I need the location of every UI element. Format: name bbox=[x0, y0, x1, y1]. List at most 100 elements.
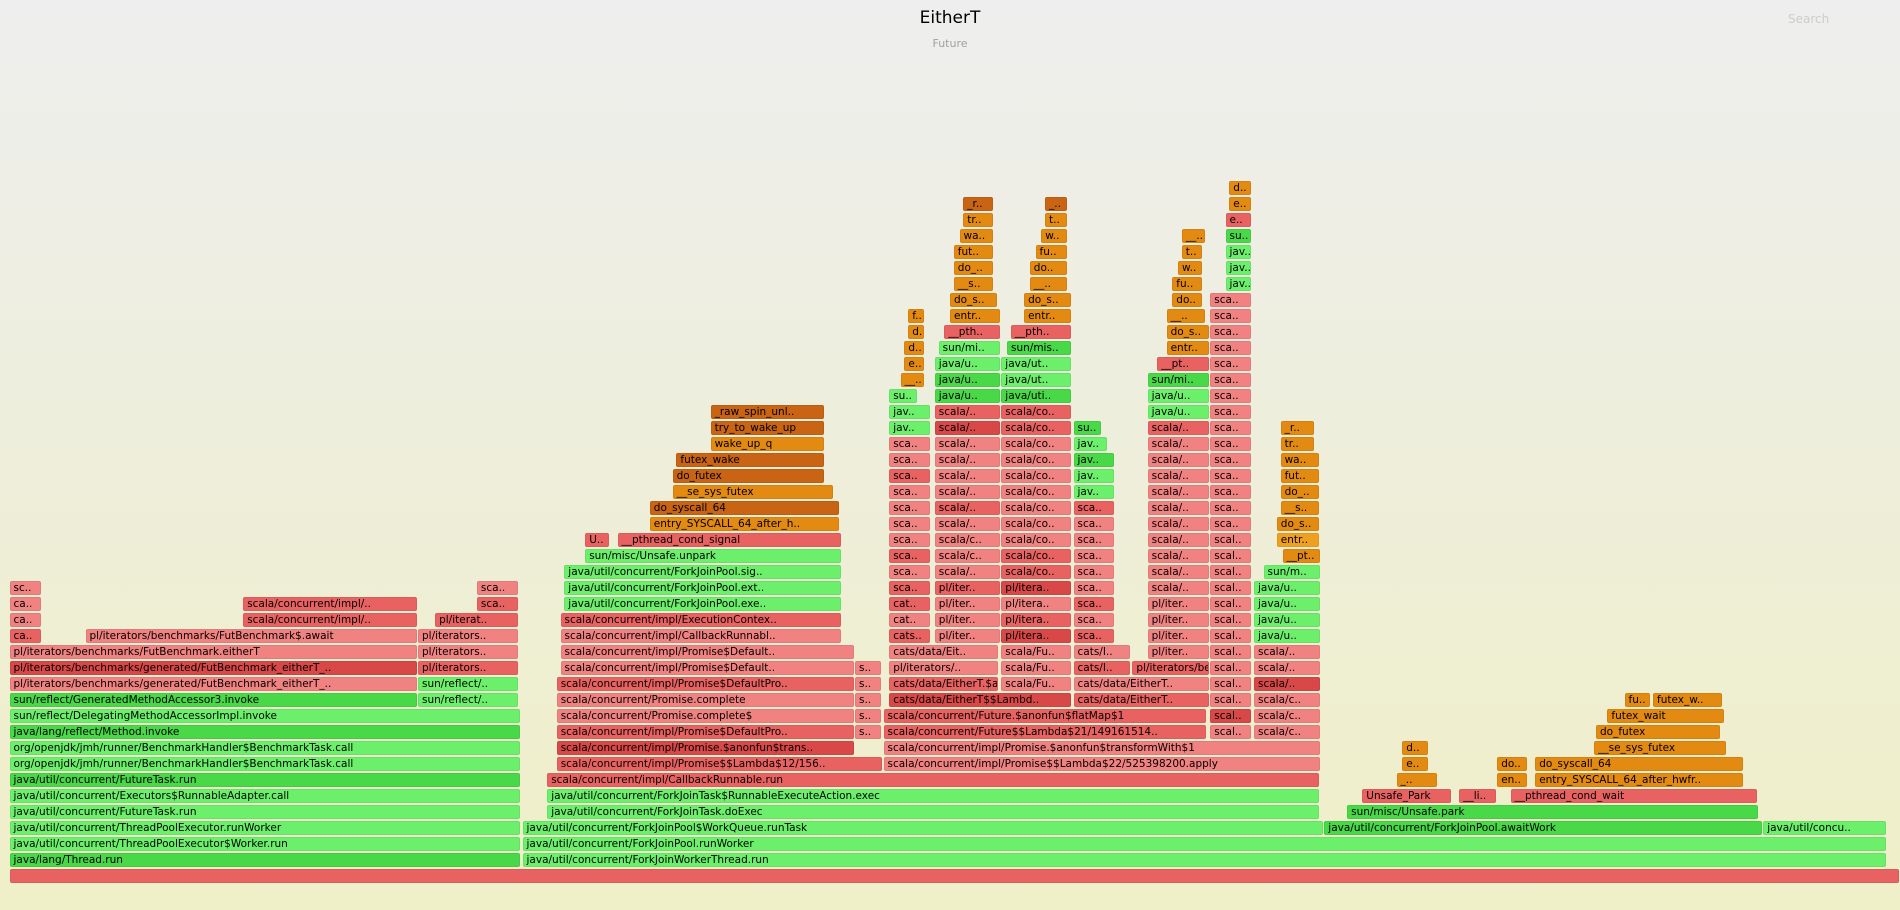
flame-frame[interactable]: __li.. bbox=[1459, 789, 1497, 803]
flame-frame[interactable]: sca.. bbox=[889, 469, 930, 483]
flame-frame[interactable]: scala/.. bbox=[1147, 533, 1210, 547]
flame-frame[interactable]: pl/itera.. bbox=[1001, 597, 1071, 611]
flame-frame[interactable]: entr.. bbox=[950, 309, 1001, 323]
flame-frame[interactable]: s.. bbox=[855, 725, 881, 739]
flame-frame[interactable]: jav.. bbox=[1225, 277, 1252, 291]
flame-frame[interactable]: scala/co.. bbox=[1001, 533, 1071, 547]
flame-frame[interactable]: scala/concurrent/Promise.complete bbox=[556, 693, 854, 707]
flame-frame[interactable]: pl/iter.. bbox=[934, 581, 1001, 595]
flame-frame[interactable]: scala/Fu.. bbox=[1001, 661, 1071, 675]
flame-frame[interactable]: do_s.. bbox=[1166, 325, 1210, 339]
flame-frame[interactable]: e.. bbox=[1402, 757, 1428, 771]
flame-frame[interactable]: cats.. bbox=[889, 629, 930, 643]
flame-frame[interactable]: sca.. bbox=[1210, 293, 1252, 307]
flame-frame[interactable]: sun/m.. bbox=[1263, 565, 1320, 579]
flame-frame[interactable]: t.. bbox=[1045, 213, 1067, 227]
flame-frame[interactable]: scala/c.. bbox=[1254, 725, 1320, 739]
flame-frame[interactable]: java/util/concurrent/ForkJoinPool$WorkQu… bbox=[522, 821, 1324, 835]
flame-frame[interactable]: sun/mi.. bbox=[1147, 373, 1210, 387]
flame-frame[interactable]: scal.. bbox=[1210, 725, 1252, 739]
flame-frame[interactable]: tr.. bbox=[963, 213, 993, 227]
flame-frame[interactable]: pl/iterators/benchmarks/FutBenchmark$.aw… bbox=[85, 629, 417, 643]
flame-frame[interactable]: sca.. bbox=[1210, 405, 1252, 419]
flame-frame[interactable]: scala/co.. bbox=[1001, 437, 1071, 451]
flame-frame[interactable]: fu.. bbox=[1624, 693, 1651, 707]
search-button[interactable]: Search bbox=[1788, 12, 1830, 26]
flame-frame[interactable]: sca.. bbox=[476, 597, 518, 611]
flame-frame[interactable]: scala/.. bbox=[934, 485, 1001, 499]
flame-frame[interactable]: scal.. bbox=[1210, 549, 1252, 563]
flame-frame[interactable]: wake_up_q bbox=[710, 437, 824, 451]
flame-frame[interactable]: java/u.. bbox=[1147, 389, 1210, 403]
flame-frame[interactable]: sca.. bbox=[1073, 549, 1115, 563]
flame-frame[interactable]: t.. bbox=[1181, 245, 1202, 259]
flame-frame[interactable]: sca.. bbox=[1073, 597, 1115, 611]
flame-frame[interactable]: scala/concurrent/impl/.. bbox=[243, 613, 417, 627]
flame-frame[interactable]: cats/I.. bbox=[1073, 661, 1130, 675]
flame-frame[interactable]: wa.. bbox=[1280, 453, 1320, 467]
flame-frame[interactable]: sca.. bbox=[1210, 485, 1252, 499]
flame-frame[interactable]: pl/itera.. bbox=[1001, 581, 1071, 595]
flame-frame[interactable]: _raw_spin_unl.. bbox=[710, 405, 824, 419]
flame-frame[interactable]: tr.. bbox=[1280, 437, 1314, 451]
flame-frame[interactable]: scala/co.. bbox=[1001, 549, 1071, 563]
flame-frame[interactable]: _.. bbox=[1396, 773, 1438, 787]
flame-frame[interactable]: pl/iterators.. bbox=[418, 629, 518, 643]
flame-frame[interactable]: fut.. bbox=[953, 245, 993, 259]
flame-frame[interactable]: java/lang/reflect/Method.invoke bbox=[9, 725, 520, 739]
flame-frame[interactable]: scala/.. bbox=[1147, 565, 1210, 579]
flame-frame[interactable]: scala/co.. bbox=[1001, 565, 1071, 579]
flame-frame[interactable]: scal.. bbox=[1210, 693, 1252, 707]
flame-frame[interactable]: sun/reflect/.. bbox=[418, 693, 518, 707]
flame-frame[interactable]: pl/iter.. bbox=[1147, 597, 1210, 611]
flame-frame[interactable]: scala/Fu.. bbox=[1001, 645, 1071, 659]
flame-frame[interactable]: sca.. bbox=[889, 453, 930, 467]
flame-frame[interactable]: en.. bbox=[1497, 773, 1527, 787]
flame-frame[interactable]: pl/iter.. bbox=[1147, 629, 1210, 643]
flame-frame[interactable]: java/util/concurrent/ForkJoinPool.ext.. bbox=[564, 581, 841, 595]
flame-frame[interactable]: scala/c.. bbox=[1254, 709, 1320, 723]
flame-frame[interactable]: scala/.. bbox=[934, 565, 1001, 579]
flame-frame[interactable]: jav.. bbox=[1225, 245, 1252, 259]
flame-frame[interactable]: sca.. bbox=[1073, 517, 1115, 531]
flame-frame[interactable]: entr.. bbox=[1276, 533, 1320, 547]
flame-frame[interactable]: cat.. bbox=[889, 597, 930, 611]
flame-frame[interactable]: pl/iterators/.. bbox=[889, 661, 999, 675]
flame-frame[interactable]: __s.. bbox=[1280, 501, 1320, 515]
flame-frame[interactable]: __se_sys_futex bbox=[1594, 741, 1727, 755]
flame-frame[interactable]: scala/concurrent/impl/Promise$DefaultPro… bbox=[556, 725, 854, 739]
flame-frame[interactable]: sca.. bbox=[1210, 517, 1252, 531]
flame-frame[interactable]: sca.. bbox=[1210, 373, 1252, 387]
flame-frame[interactable]: jav.. bbox=[889, 421, 930, 435]
flame-frame[interactable]: scal.. bbox=[1210, 629, 1252, 643]
flame-frame[interactable]: scala/co.. bbox=[1001, 501, 1071, 515]
flame-frame[interactable]: java/lang/Thread.run bbox=[9, 853, 520, 867]
flame-frame[interactable]: sca.. bbox=[1210, 453, 1252, 467]
flame-frame[interactable]: s.. bbox=[855, 661, 881, 675]
flame-frame[interactable]: scal.. bbox=[1210, 533, 1252, 547]
flame-frame[interactable]: entry_SYSCALL_64_after_h.. bbox=[649, 517, 839, 531]
flame-frame[interactable]: d.. bbox=[904, 341, 925, 355]
flame-frame[interactable]: scala/.. bbox=[1254, 677, 1320, 691]
flame-frame[interactable]: scala/.. bbox=[934, 501, 1001, 515]
flame-frame[interactable]: su.. bbox=[1073, 421, 1101, 435]
flame-frame[interactable]: sca.. bbox=[889, 517, 930, 531]
flame-frame[interactable]: scala/concurrent/impl/Promise$$Lambda$12… bbox=[556, 757, 883, 771]
flame-frame[interactable]: sca.. bbox=[476, 581, 518, 595]
flame-frame[interactable]: pl/iter.. bbox=[934, 597, 1001, 611]
flame-frame[interactable]: sun/reflect/DelegatingMethodAccessorImpl… bbox=[9, 709, 520, 723]
flame-frame[interactable]: scala/c.. bbox=[934, 549, 1001, 563]
flame-frame[interactable]: __.. bbox=[1166, 309, 1206, 323]
flame-frame[interactable]: java/util/concurrent/ThreadPoolExecutor.… bbox=[9, 821, 520, 835]
flame-frame[interactable]: entry_SYSCALL_64_after_hwfr.. bbox=[1535, 773, 1744, 787]
flame-frame[interactable]: java/util/concurrent/FutureTask.run bbox=[9, 805, 520, 819]
flame-frame[interactable]: pl/itera.. bbox=[1001, 613, 1071, 627]
flame-frame[interactable]: ca.. bbox=[9, 597, 41, 611]
flame-frame[interactable]: d.. bbox=[1229, 181, 1252, 195]
flame-frame[interactable]: __pt.. bbox=[1282, 549, 1320, 563]
flame-frame[interactable]: scala/concurrent/Promise.complete$ bbox=[556, 709, 854, 723]
flame-frame[interactable] bbox=[9, 869, 1899, 883]
flame-frame[interactable]: sca.. bbox=[1210, 421, 1252, 435]
flame-frame[interactable]: scala/.. bbox=[934, 437, 1001, 451]
flame-frame[interactable]: pl/iterators/benc.. bbox=[1132, 661, 1210, 675]
